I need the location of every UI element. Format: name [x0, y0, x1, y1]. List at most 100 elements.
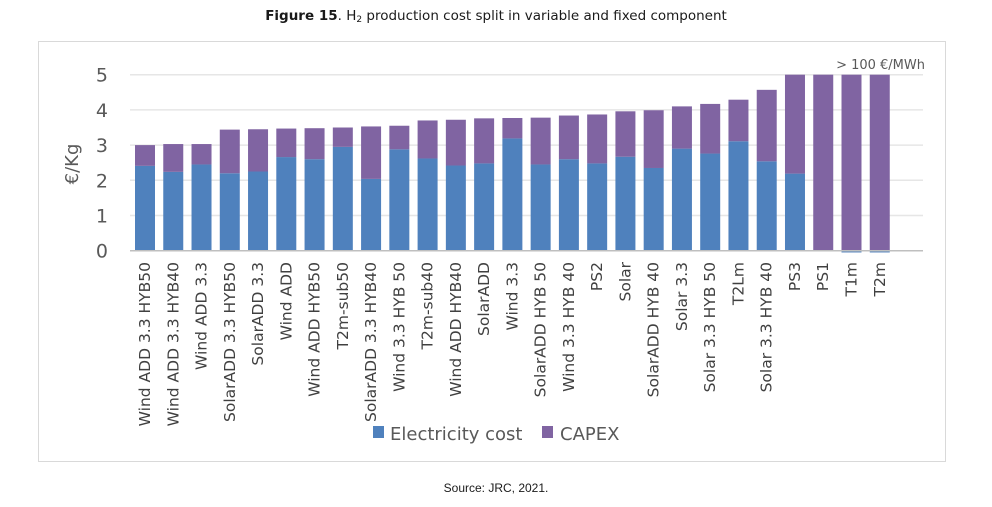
x-tick-label: Solar 3.3 HYB 50 — [701, 262, 719, 392]
bar-capex — [671, 106, 692, 149]
bar-electricity — [615, 156, 636, 251]
bar-capex — [332, 127, 353, 147]
bar-electricity — [445, 165, 466, 251]
x-tick-label: Wind 3.3 HYB 40 — [560, 262, 578, 392]
bar-electricity — [728, 141, 749, 251]
bar-capex — [445, 119, 466, 166]
bar-electricity — [700, 153, 721, 251]
y-tick-label: 4 — [96, 100, 108, 122]
caption-text: production cost split in variable and fi… — [362, 8, 727, 24]
bar-electricity — [135, 165, 155, 251]
x-tick-label: Wind ADD HYB40 — [447, 262, 465, 397]
bar-capex — [728, 99, 749, 142]
bar-capex — [756, 89, 777, 162]
bar-electricity — [389, 149, 410, 251]
bar-capex — [248, 129, 269, 172]
y-tick-labels: 0 1 2 3 4 5 — [96, 65, 108, 263]
bar-capex — [615, 111, 636, 157]
bar-capex — [784, 74, 805, 174]
x-tick-label: SolarADD 3.3 — [249, 262, 267, 366]
y-tick-label: 2 — [96, 170, 108, 192]
bar-electricity — [502, 138, 523, 251]
x-tick-label: T2m — [871, 262, 889, 297]
bar-capex — [389, 125, 410, 150]
figure-caption: Figure 15. H2 production cost split in v… — [0, 8, 992, 25]
bar-electricity — [784, 173, 805, 251]
legend-label-electricity: Electricity cost — [390, 424, 522, 445]
bar-electricity — [587, 163, 608, 251]
y-tick-label: 0 — [96, 241, 108, 263]
bar-capex — [191, 144, 212, 165]
bar-capex — [643, 110, 664, 168]
legend-label-capex: CAPEX — [560, 424, 619, 445]
x-tick-labels: Wind ADD 3.3 HYB50 Wind ADD 3.3 HYB40 Wind… — [136, 261, 889, 426]
bar-capex — [587, 114, 608, 164]
legend-swatch-capex — [542, 426, 553, 438]
bar-capex — [474, 118, 495, 164]
x-tick-label: Wind ADD HYB50 — [306, 262, 324, 397]
bar-capex — [558, 115, 579, 160]
legend-swatch-electricity — [373, 426, 384, 438]
x-tick-label: Wind ADD 3.3 — [193, 262, 211, 370]
bar-electricity — [361, 178, 382, 251]
x-tick-label: T1m — [843, 262, 861, 297]
bar-capex — [813, 74, 834, 251]
bar-capex — [135, 145, 155, 166]
bar-capex — [869, 74, 890, 251]
x-tick-label: Wind 3.3 — [503, 262, 521, 331]
bar-electricity — [756, 161, 777, 251]
x-tick-label: SolarADD 3.3 HYB50 — [221, 262, 239, 422]
bar-capex — [361, 126, 382, 179]
y-axis-label: €/Kg — [62, 144, 83, 185]
x-tick-label: Wind ADD — [277, 262, 295, 340]
x-tick-label: SolarADD 3.3 HYB40 — [362, 262, 380, 422]
x-tick-label: PS1 — [814, 262, 832, 291]
x-tick-label: Wind ADD 3.3 HYB40 — [164, 262, 182, 426]
bar-electricity — [558, 159, 579, 251]
x-tick-label: PS3 — [786, 262, 804, 291]
bar-electricity — [163, 171, 184, 251]
caption-prefix: . H — [337, 8, 357, 24]
x-tick-label: SolarADD HYB 50 — [532, 262, 550, 397]
x-tick-label: T2m-sub40 — [419, 262, 437, 350]
bar-electricity — [671, 148, 692, 251]
bar-electricity — [248, 171, 269, 251]
x-tick-label: Wind 3.3 HYB 50 — [390, 262, 408, 392]
x-tick-label: T2Lm — [729, 262, 747, 306]
x-tick-label: Solar — [616, 261, 634, 301]
bar-capex — [163, 144, 184, 172]
y-tick-label: 3 — [96, 135, 108, 157]
bar-electricity — [219, 173, 240, 251]
bar-electricity — [530, 164, 551, 251]
x-tick-label: T2m-sub50 — [334, 262, 352, 350]
y-tick-label: 5 — [96, 65, 108, 87]
y-tick-label: 1 — [96, 206, 108, 228]
bar-capex — [841, 74, 862, 251]
bar-capex — [304, 128, 325, 160]
bar-electricity — [191, 164, 212, 251]
figure-label: Figure 15 — [265, 8, 338, 24]
bar-capex — [219, 129, 240, 174]
bars — [135, 74, 890, 253]
caption-subscript: 2 — [356, 15, 363, 25]
annotation-label: > 100 €/MWh — [836, 58, 925, 73]
bar-capex — [502, 117, 523, 139]
x-tick-label: PS2 — [588, 262, 606, 291]
x-tick-label: SolarADD — [475, 262, 493, 336]
legend: Electricity cost CAPEX — [373, 424, 619, 445]
x-tick-label: Wind ADD 3.3 HYB50 — [136, 262, 154, 426]
x-tick-label: Solar 3.3 — [673, 262, 691, 331]
bar-electricity — [332, 146, 353, 251]
x-tick-label: SolarADD HYB 40 — [645, 262, 663, 397]
bar-capex — [417, 120, 438, 159]
bar-electricity — [474, 163, 495, 251]
bar-capex — [276, 128, 297, 158]
bar-capex — [530, 117, 551, 165]
bar-electricity — [417, 158, 438, 251]
bar-electricity — [841, 250, 862, 253]
bar-electricity — [643, 167, 664, 251]
x-tick-label: Solar 3.3 HYB 40 — [758, 262, 776, 392]
bar-capex — [700, 103, 721, 154]
source-note: Source: JRC, 2021. — [443, 481, 549, 495]
